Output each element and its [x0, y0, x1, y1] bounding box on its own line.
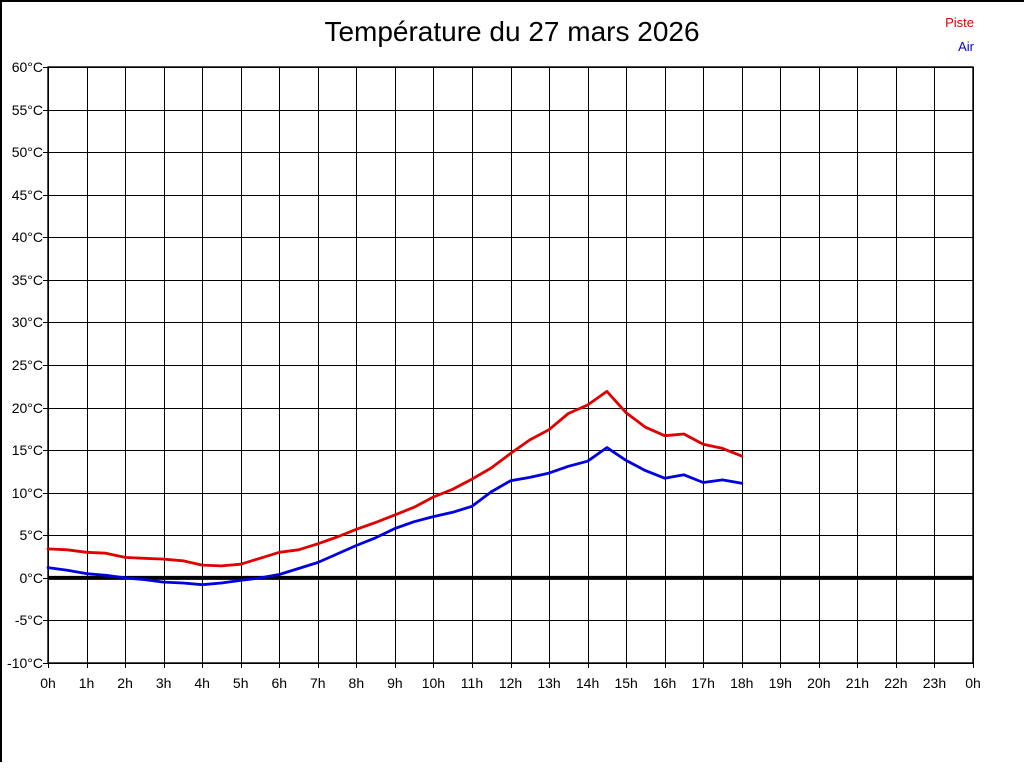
x-tick-label: 19h — [768, 675, 792, 691]
x-tick-label: 22h — [884, 675, 908, 691]
x-tick-label: 5h — [232, 675, 249, 691]
x-tick-label: 7h — [309, 675, 326, 691]
legend-item-piste: Piste — [945, 15, 974, 30]
x-tick-label: 3h — [155, 675, 172, 691]
x-tick-label: 4h — [194, 675, 210, 691]
x-tick-label: 2h — [117, 675, 133, 691]
x-tick-label: 20h — [807, 675, 831, 691]
x-tick-label: 13h — [537, 675, 561, 691]
y-tick-label: 30°C — [11, 314, 43, 331]
x-tick-label: 6h — [271, 675, 288, 691]
series-line-piste — [46, 389, 744, 568]
x-tick-label: 9h — [387, 675, 403, 691]
plot-frame — [47, 66, 974, 664]
y-tick-label: 5°C — [19, 527, 44, 544]
x-tick-label: 12h — [498, 675, 523, 691]
y-tick-label: 10°C — [11, 484, 43, 501]
y-tick-label: 45°C — [11, 186, 43, 203]
x-tick-label: 18h — [730, 675, 754, 691]
legend-item-air: Air — [958, 39, 974, 54]
chart-title: Température du 27 mars 2026 — [324, 16, 700, 47]
y-tick-label: 20°C — [11, 399, 43, 416]
x-tick-label: 14h — [575, 675, 600, 691]
x-tick-label: 15h — [614, 675, 638, 691]
x-tick-label: 10h — [421, 675, 446, 691]
y-tick-label: 25°C — [11, 357, 43, 373]
page-border-top — [0, 0, 1024, 2]
x-tick-label: 11h — [460, 675, 484, 691]
y-tick-label: 15°C — [11, 442, 43, 459]
y-tick-label: -10°C — [7, 655, 43, 671]
y-tick-label: 50°C — [11, 144, 43, 161]
y-tick-label: 55°C — [11, 101, 43, 118]
y-tick-label: 60°C — [11, 59, 43, 75]
x-tick-label: 1h — [78, 675, 95, 691]
chart-legend: Piste Air — [945, 11, 974, 59]
x-tick-label: 21h — [845, 675, 870, 691]
y-tick-label: 35°C — [11, 271, 43, 288]
y-tick-label: 0°C — [19, 569, 44, 586]
x-tick-label: 0h — [40, 675, 56, 691]
series-line-air — [46, 446, 744, 587]
y-tick-label: -5°C — [14, 612, 43, 629]
x-tick-label: 23h — [922, 675, 947, 691]
x-tick-label: 0h — [965, 675, 981, 691]
x-tick-label: 17h — [691, 675, 715, 691]
x-tick-label: 8h — [348, 675, 365, 691]
x-tick-label: 16h — [652, 675, 677, 691]
page-border-left — [0, 0, 2, 762]
y-tick-label: 40°C — [11, 229, 43, 246]
